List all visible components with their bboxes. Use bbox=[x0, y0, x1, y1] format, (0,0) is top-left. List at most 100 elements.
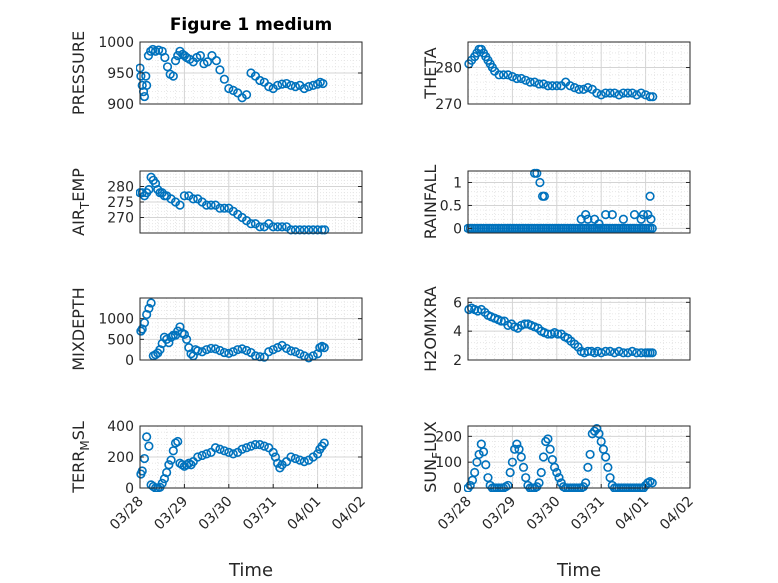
figure-title: Figure 1 medium bbox=[170, 15, 332, 35]
data-point bbox=[304, 225, 314, 235]
data-point bbox=[273, 343, 283, 353]
data-point bbox=[538, 452, 549, 462]
data-point bbox=[164, 338, 174, 348]
x-axis-label: Time bbox=[228, 560, 273, 581]
x-tick-label: 03/30 bbox=[524, 494, 564, 534]
data-point bbox=[299, 457, 309, 467]
data-point bbox=[601, 452, 611, 462]
data-point bbox=[179, 191, 189, 201]
data-point bbox=[219, 74, 229, 84]
data-point bbox=[259, 352, 269, 362]
data-point bbox=[503, 480, 513, 491]
panel-third-right: 2 4 6 H2OMIXRA bbox=[421, 286, 691, 372]
data-point bbox=[569, 82, 580, 93]
data-point bbox=[636, 348, 646, 358]
data-point bbox=[549, 462, 560, 472]
y-axis-label: SUNFLUX bbox=[421, 421, 444, 493]
data-point bbox=[290, 347, 301, 357]
data-point bbox=[255, 440, 265, 450]
y-tick-label: 1000 bbox=[98, 35, 134, 51]
data-point bbox=[647, 223, 657, 234]
data-point bbox=[532, 168, 542, 178]
data-point bbox=[552, 81, 562, 91]
data-point bbox=[173, 51, 183, 61]
data-point bbox=[521, 75, 531, 85]
data-point bbox=[157, 478, 167, 488]
data-point bbox=[594, 219, 604, 229]
data-point bbox=[318, 78, 328, 89]
data-point bbox=[273, 458, 283, 468]
axes-box bbox=[467, 425, 691, 489]
data-point bbox=[139, 91, 150, 102]
panel-bottom-left: 0 200 400 03/28 03/29 03/30 03/31 04/01 04/02 TER… bbox=[69, 419, 369, 581]
data-point bbox=[268, 447, 278, 457]
y-tick-label: 0 bbox=[453, 481, 462, 497]
y-axis-label: TERRMSL bbox=[69, 421, 92, 494]
data-point bbox=[193, 346, 203, 356]
data-point bbox=[166, 455, 176, 465]
data-point bbox=[535, 177, 545, 188]
data-point bbox=[202, 57, 213, 67]
data-point bbox=[255, 222, 265, 232]
data-series bbox=[464, 44, 658, 102]
data-point bbox=[627, 88, 637, 98]
data-point bbox=[241, 90, 252, 100]
data-point bbox=[516, 452, 526, 462]
data-point bbox=[295, 349, 305, 359]
y-tick-label: 1000 bbox=[98, 312, 134, 328]
y-tick-label: 1 bbox=[453, 175, 462, 191]
data-point bbox=[144, 185, 154, 195]
data-point bbox=[159, 332, 170, 342]
data-point bbox=[536, 467, 546, 478]
data-point bbox=[299, 225, 309, 235]
data-point bbox=[136, 71, 146, 81]
data-point bbox=[632, 90, 642, 100]
data-point bbox=[503, 70, 513, 80]
data-point bbox=[545, 444, 555, 454]
data-point bbox=[605, 346, 615, 356]
data-point bbox=[565, 81, 575, 91]
y-axis-label: H2OMIXRA bbox=[421, 286, 440, 372]
data-point bbox=[139, 453, 150, 464]
data-point bbox=[520, 319, 530, 329]
data-point bbox=[246, 441, 256, 451]
data-point bbox=[596, 348, 606, 358]
data-point bbox=[609, 88, 620, 98]
data-point bbox=[623, 348, 633, 358]
data-point bbox=[160, 52, 170, 63]
data-point bbox=[470, 467, 480, 478]
data-point bbox=[215, 65, 225, 75]
data-point bbox=[286, 80, 296, 90]
data-point bbox=[182, 334, 192, 344]
data-point bbox=[638, 210, 648, 220]
data-point bbox=[290, 453, 301, 464]
y-tick-label: 500 bbox=[107, 332, 134, 348]
data-point bbox=[581, 478, 591, 488]
data-series bbox=[136, 432, 329, 492]
data-point bbox=[636, 214, 646, 224]
data-point bbox=[518, 462, 529, 472]
data-point bbox=[512, 439, 522, 449]
x-tick-label: 04/01 bbox=[613, 494, 653, 534]
data-point bbox=[538, 79, 549, 89]
panel-bottom-right: 0 100 200 03/28 03/29 03/30 03/31 04/01 04/02 SUN… bbox=[421, 421, 697, 581]
data-point bbox=[188, 194, 198, 204]
data-point bbox=[142, 432, 152, 442]
data-point bbox=[601, 88, 611, 98]
data-point bbox=[268, 222, 278, 232]
data-point bbox=[505, 467, 515, 478]
data-point bbox=[286, 225, 296, 235]
x-tick-label: 03/28 bbox=[435, 494, 475, 534]
panel-third-left: 0 500 1000 MIXDEPTH bbox=[69, 287, 363, 371]
y-tick-label: 0 bbox=[125, 481, 134, 497]
data-point bbox=[273, 222, 283, 232]
data-point bbox=[255, 75, 265, 86]
axes-box bbox=[467, 170, 691, 234]
x-tick-label: 04/02 bbox=[329, 494, 369, 534]
data-point bbox=[184, 458, 194, 468]
data-point bbox=[645, 92, 655, 102]
data-point bbox=[142, 80, 152, 90]
